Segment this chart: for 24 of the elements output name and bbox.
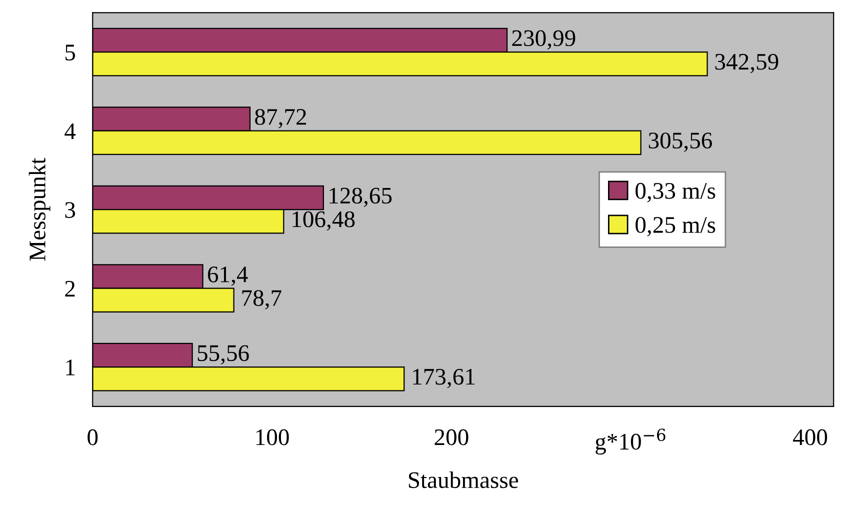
y-tick-label: 1 [66, 360, 75, 376]
y-tick-label: 2 [65, 280, 75, 296]
x-tick-label: 200 [434, 429, 468, 446]
y-axis-title: Messpunkt [28, 158, 50, 261]
data-label: 128,65 [330, 188, 392, 208]
legend-label: 0,25 m/s [636, 216, 716, 236]
y-tick-label: 3 [65, 202, 76, 218]
data-label: 78,7 [242, 290, 282, 310]
y-tick-label: 5 [66, 44, 76, 60]
data-label: 173,61 [413, 368, 475, 388]
x-axis-title: Staubmasse [408, 471, 518, 488]
data-label: 61,4 [208, 266, 248, 286]
x-tick-label: 0 [88, 429, 98, 446]
data-label: 230,99 [512, 30, 576, 50]
legend-label: 0,33 m/s [636, 182, 716, 202]
data-label: 342,59 [715, 54, 778, 74]
x-tick-label: 400 [793, 429, 828, 446]
data-label: 106,48 [292, 211, 355, 231]
data-label: 55,56 [198, 345, 249, 365]
x-tick-label: 100 [256, 429, 289, 446]
x-tick-label: g*10$^{−6}$ [596, 428, 666, 455]
data-label: 87,72 [255, 108, 306, 128]
y-tick-label: 4 [64, 123, 76, 139]
data-label: 305,56 [648, 132, 712, 152]
